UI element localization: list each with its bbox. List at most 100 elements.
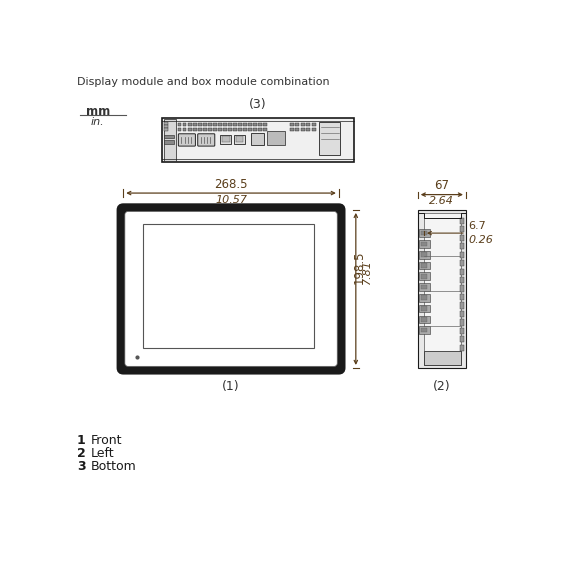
Bar: [419, 305, 430, 312]
Bar: [188, 123, 192, 126]
Text: 67: 67: [434, 179, 449, 193]
Bar: [188, 128, 192, 131]
Bar: [164, 140, 173, 144]
Bar: [213, 128, 217, 131]
Text: (1): (1): [222, 380, 240, 393]
FancyBboxPatch shape: [179, 134, 195, 146]
Bar: [258, 123, 262, 126]
Bar: [238, 128, 242, 131]
Text: 268.5: 268.5: [214, 178, 248, 191]
Bar: [421, 263, 427, 268]
Bar: [421, 242, 427, 246]
Bar: [424, 213, 461, 365]
Text: 2.64: 2.64: [429, 196, 454, 206]
Bar: [460, 328, 464, 334]
Bar: [419, 272, 430, 280]
Bar: [419, 294, 430, 302]
Bar: [460, 269, 464, 275]
Bar: [312, 128, 315, 131]
Bar: [198, 123, 202, 126]
Bar: [419, 251, 430, 258]
Bar: [421, 306, 427, 311]
Text: 1: 1: [77, 434, 85, 447]
FancyBboxPatch shape: [119, 205, 344, 373]
Bar: [419, 262, 430, 269]
Bar: [460, 277, 464, 283]
Bar: [233, 123, 237, 126]
Bar: [460, 226, 464, 233]
Text: 2: 2: [77, 447, 85, 460]
Text: in.: in.: [91, 117, 105, 127]
Text: Front: Front: [91, 434, 122, 447]
Bar: [460, 260, 464, 266]
Bar: [419, 229, 430, 237]
Text: (2): (2): [433, 380, 451, 393]
Text: 7.81: 7.81: [362, 260, 372, 284]
Bar: [253, 123, 257, 126]
Bar: [421, 328, 427, 332]
Bar: [233, 128, 237, 131]
Bar: [460, 319, 464, 325]
Bar: [198, 128, 202, 131]
Bar: [177, 123, 181, 126]
Bar: [243, 123, 247, 126]
Bar: [248, 123, 252, 126]
Bar: [182, 123, 186, 126]
Bar: [421, 252, 427, 257]
Bar: [421, 274, 427, 279]
Bar: [253, 128, 257, 131]
Text: 6.7: 6.7: [468, 221, 486, 231]
Bar: [258, 128, 262, 131]
Bar: [267, 132, 285, 145]
FancyBboxPatch shape: [198, 134, 215, 146]
Text: Left: Left: [91, 447, 114, 460]
Text: Bottom: Bottom: [91, 461, 137, 473]
Bar: [460, 336, 464, 342]
Bar: [419, 327, 430, 334]
Bar: [243, 128, 247, 131]
Bar: [144, 224, 314, 348]
Bar: [421, 285, 427, 289]
Bar: [220, 135, 231, 144]
Text: mm: mm: [86, 105, 110, 118]
Bar: [263, 123, 267, 126]
Bar: [236, 136, 244, 142]
Bar: [208, 128, 212, 131]
Bar: [460, 294, 464, 300]
Bar: [218, 123, 221, 126]
Bar: [213, 123, 217, 126]
Bar: [419, 283, 430, 291]
Bar: [290, 128, 294, 131]
Text: Display module and box module combination: Display module and box module combinatio…: [77, 77, 329, 87]
Bar: [177, 128, 181, 131]
Bar: [218, 128, 221, 131]
Bar: [208, 123, 212, 126]
Bar: [193, 123, 197, 126]
Bar: [460, 302, 464, 309]
Bar: [228, 123, 232, 126]
Bar: [460, 218, 464, 224]
Bar: [162, 118, 354, 162]
FancyBboxPatch shape: [125, 212, 337, 367]
Bar: [306, 128, 310, 131]
Bar: [306, 123, 310, 126]
Bar: [164, 119, 176, 160]
Bar: [248, 128, 252, 131]
Text: 10.57: 10.57: [215, 195, 247, 204]
Bar: [290, 123, 294, 126]
Bar: [203, 128, 207, 131]
Bar: [164, 135, 173, 138]
Bar: [164, 122, 168, 124]
Bar: [223, 123, 227, 126]
Text: 0.26: 0.26: [468, 235, 493, 245]
Bar: [193, 128, 197, 131]
Bar: [421, 231, 427, 235]
Bar: [223, 128, 227, 131]
Bar: [460, 243, 464, 249]
Bar: [419, 240, 430, 248]
Bar: [221, 136, 229, 142]
Bar: [182, 128, 186, 131]
Bar: [238, 123, 242, 126]
Bar: [251, 133, 264, 145]
Bar: [460, 252, 464, 258]
